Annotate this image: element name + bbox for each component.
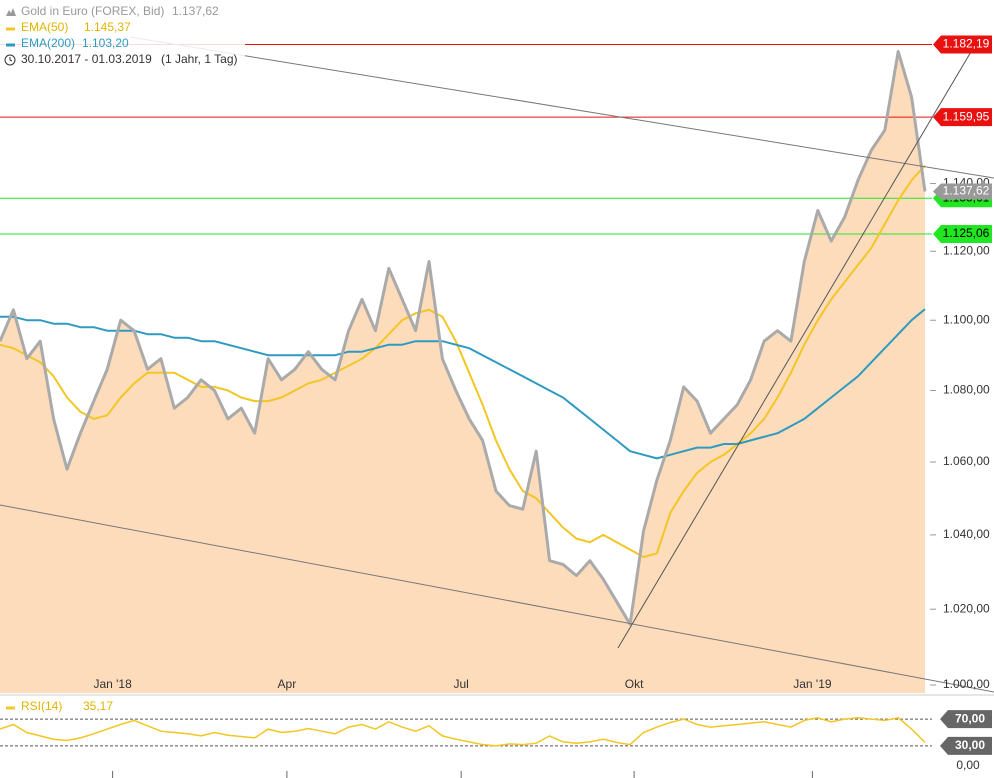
x-tick-label: Apr bbox=[278, 677, 297, 691]
x-tick-label: Jan '18 bbox=[93, 677, 132, 691]
series-line bbox=[0, 308, 926, 460]
lines-layer bbox=[0, 43, 932, 626]
legend-value: 1.103,20 bbox=[82, 36, 129, 50]
level-tag bbox=[933, 108, 992, 127]
period: 30.10.2017 - 01.03.2019 bbox=[21, 52, 152, 66]
rsi-tick-label: 30,00 bbox=[955, 738, 985, 752]
x-tick-label: Jan '19 bbox=[793, 677, 832, 691]
trend-line bbox=[129, 36, 994, 179]
y-tick-label: 1.080,00 bbox=[943, 383, 990, 397]
legend-bg bbox=[0, 0, 245, 68]
y-tick-label: 1.000,00 bbox=[943, 677, 990, 691]
legend-name: EMA(50) bbox=[21, 20, 68, 34]
rsi-line bbox=[0, 716, 926, 747]
series-line bbox=[0, 50, 927, 626]
top-layer: 1.000,00 1.020,00 1.040,00 1.060,00 1.080,00… bbox=[0, 35, 992, 778]
series-line bbox=[0, 164, 926, 558]
level-label: 1.159,95 bbox=[943, 109, 990, 123]
rsi-tag bbox=[940, 736, 992, 755]
interval: (1 Jahr, 1 Tag) bbox=[161, 52, 238, 66]
x-tick-label: Jul bbox=[453, 677, 468, 691]
rsi-tag bbox=[940, 710, 992, 729]
last-price-label: 1.137,62 bbox=[943, 184, 990, 198]
legend: Gold in Euro (FOREX, Bid) 1.137,62 EMA(5… bbox=[0, 0, 245, 68]
last-price-tag bbox=[933, 183, 992, 200]
clock-icon bbox=[9, 57, 13, 62]
y-tick-label: 1.120,00 bbox=[943, 243, 990, 257]
rsi-name: RSI(14) bbox=[21, 699, 62, 713]
x-tick-label: Okt bbox=[625, 677, 644, 691]
price-area bbox=[0, 51, 925, 693]
y-tick-label: 1.100,00 bbox=[943, 312, 990, 326]
rsi-tick-label: 70,00 bbox=[955, 711, 985, 725]
legend-value: 1.145,37 bbox=[84, 20, 131, 34]
rsi-value: 35,17 bbox=[83, 699, 113, 713]
legend-name: EMA(200) bbox=[21, 36, 75, 50]
trend-line bbox=[0, 504, 994, 693]
legend-icon bbox=[6, 8, 16, 16]
level-label: 1.182,19 bbox=[943, 37, 990, 51]
level-tag bbox=[933, 225, 992, 244]
clock-icon bbox=[4, 54, 16, 66]
fill-layer bbox=[0, 51, 925, 693]
level-tag bbox=[933, 35, 992, 54]
legend-name: Gold in Euro (FOREX, Bid) bbox=[21, 4, 164, 18]
y-tick-label: 1.040,00 bbox=[943, 527, 990, 541]
legend-value: 1.137,62 bbox=[172, 4, 219, 18]
rsi-tick-label: 0,00 bbox=[956, 758, 980, 772]
y-tick-label: 1.060,00 bbox=[943, 454, 990, 468]
y-tick-label: 1.020,00 bbox=[943, 601, 990, 615]
trend-line bbox=[617, 44, 976, 649]
level-label: 1.125,06 bbox=[943, 226, 990, 240]
